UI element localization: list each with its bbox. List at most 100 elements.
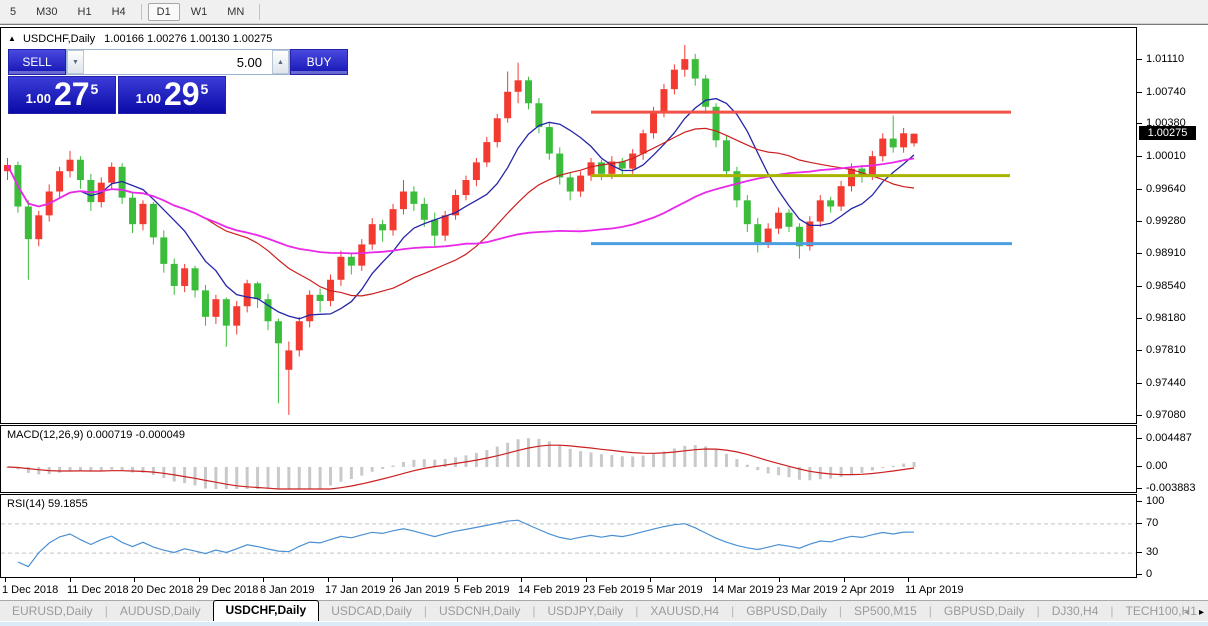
chart-symbol-label: USDCHF,Daily [22,33,96,45]
tab-usdchf-daily[interactable]: USDCHF,Daily [212,600,320,621]
volume-input[interactable] [84,50,272,74]
timeframe-button-5[interactable]: 5 [10,5,17,18]
date-tick [70,578,71,582]
tab-dj30-h4[interactable]: DJ30,H4 [1051,604,1099,618]
candle [56,166,64,198]
candle [306,290,314,328]
date-label: 1 Dec 2018 [2,584,59,596]
timeframe-toolbar: 5 M30 H1 H4 D1 W1 MN [0,0,1208,24]
candle [514,62,522,104]
tab-sp500-m15[interactable]: SP500,M15 [854,604,917,618]
sell-button[interactable]: SELL [8,49,66,75]
tab-scroll-right-icon[interactable]: ▸ [1198,607,1204,618]
candle [670,64,678,95]
candle [295,316,303,357]
candle [389,203,397,236]
candle [681,44,689,77]
date-label: 8 Jan 2019 [260,584,315,596]
buy-price-small: 1.00 [135,91,161,106]
macd-axis-label: 0.00 [1146,460,1168,472]
moving-average-8 [6,97,915,320]
timeframe-button-h4[interactable]: H4 [111,5,126,18]
price-axis-label: 1.01110 [1146,53,1185,65]
date-label: 29 Dec 2018 [196,584,259,596]
macd-axis-label: 0.004487 [1146,432,1192,444]
tab-gbpusd-daily[interactable]: GBPUSD,Daily [746,604,827,618]
price-axis-label: 1.00740 [1146,85,1186,98]
candle [556,147,564,185]
price-axis-label-tick [1137,253,1142,255]
candle [170,258,178,295]
date-label: 17 Jan 2019 [325,584,386,596]
candle [775,207,783,234]
candle [545,122,553,160]
chart-window: ▲ USDCHF,Daily 1.00166 1.00276 1.00130 1… [0,24,1208,621]
candle [702,75,710,114]
candle [118,163,126,204]
timeframe-button-h1[interactable]: H1 [77,5,92,18]
timeframe-button-m30[interactable]: M30 [36,5,58,18]
date-tick [134,578,135,582]
sell-price-box[interactable]: 1.00 27 5 [8,76,116,114]
candle [754,217,762,253]
volume-increase-button[interactable]: ▲ [272,50,289,74]
date-tick [5,578,6,582]
candle [452,189,460,220]
tab-eurusd-daily[interactable]: EURUSD,Daily [12,604,93,618]
buy-price-box[interactable]: 1.00 29 5 [118,76,226,114]
tabs-holder: EURUSD,Daily | AUDUSD,Daily USDCHF,Daily USD… [0,600,1208,621]
date-tick [844,578,845,582]
candle [858,165,866,183]
tab-usdcnh-daily[interactable]: USDCNH,Daily [439,604,521,618]
macd-chart[interactable] [1,426,1136,492]
tab-separator: | [635,604,639,618]
candle [285,341,293,415]
volume-decrease-button[interactable]: ▼ [67,50,84,74]
chart-tab-bar: EURUSD,Daily | AUDUSD,Daily USDCHF,Daily USD… [0,600,1208,621]
candle [399,180,407,215]
tab-scroll-left-icon[interactable]: ◂ [1183,607,1189,618]
date-tick [263,578,264,582]
date-label: 23 Mar 2019 [776,584,838,596]
buy-button[interactable]: BUY [290,49,348,75]
tab-usdjpy-daily[interactable]: USDJPY,Daily [547,604,624,618]
date-tick [908,578,909,582]
tab-audusd-daily[interactable]: AUDUSD,Daily [119,604,201,618]
candle [233,300,241,335]
timeframe-button-mn[interactable]: MN [227,5,245,18]
date-tick [715,578,716,582]
candle [4,157,11,181]
tab-gbpusd-daily[interactable]: GBPUSD,Daily [943,604,1025,618]
macd-panel: MACD(12,26,9) 0.000719 -0.000049 [0,425,1137,493]
candle [722,135,730,178]
chart-title: ▲ USDCHF,Daily 1.00166 1.00276 1.00130 1… [8,33,272,45]
candle [535,97,543,134]
candlestick-chart[interactable] [1,28,1136,423]
price-chart-panel: ▲ USDCHF,Daily 1.00166 1.00276 1.00130 1… [0,27,1137,424]
candle [66,150,74,178]
timeframe-button-d1[interactable]: D1 [147,2,180,21]
timeframe-button-w1[interactable]: W1 [190,5,208,18]
price-axis-label: 0.98540 [1146,279,1186,292]
candle [733,166,741,208]
tab-xauusd-h4[interactable]: XAUUSD,H4 [650,604,720,618]
price-axis-label: 0.97080 [1146,408,1186,421]
rsi-chart[interactable] [1,495,1136,577]
candle [347,253,355,275]
price-axis-label-tick [1137,350,1142,352]
toolbar-separator [140,3,142,20]
rsi-axis-label-tick [1137,501,1142,502]
macd-axis-label: -0.003883 [1146,482,1196,494]
macd-label: MACD(12,26,9) 0.000719 -0.000049 [7,429,185,441]
price-axis-label: 0.99640 [1146,182,1186,195]
date-label: 11 Apr 2019 [905,584,964,596]
candle [358,239,366,271]
price-axis-label-tick [1137,123,1142,125]
tab-tech100-h1[interactable]: TECH100,H1 [1125,604,1197,618]
buy-price-big: 29 [163,76,200,112]
tab-usdcad-daily[interactable]: USDCAD,Daily [331,604,412,618]
candle [462,175,470,201]
date-tick [392,578,393,582]
date-tick [328,578,329,582]
